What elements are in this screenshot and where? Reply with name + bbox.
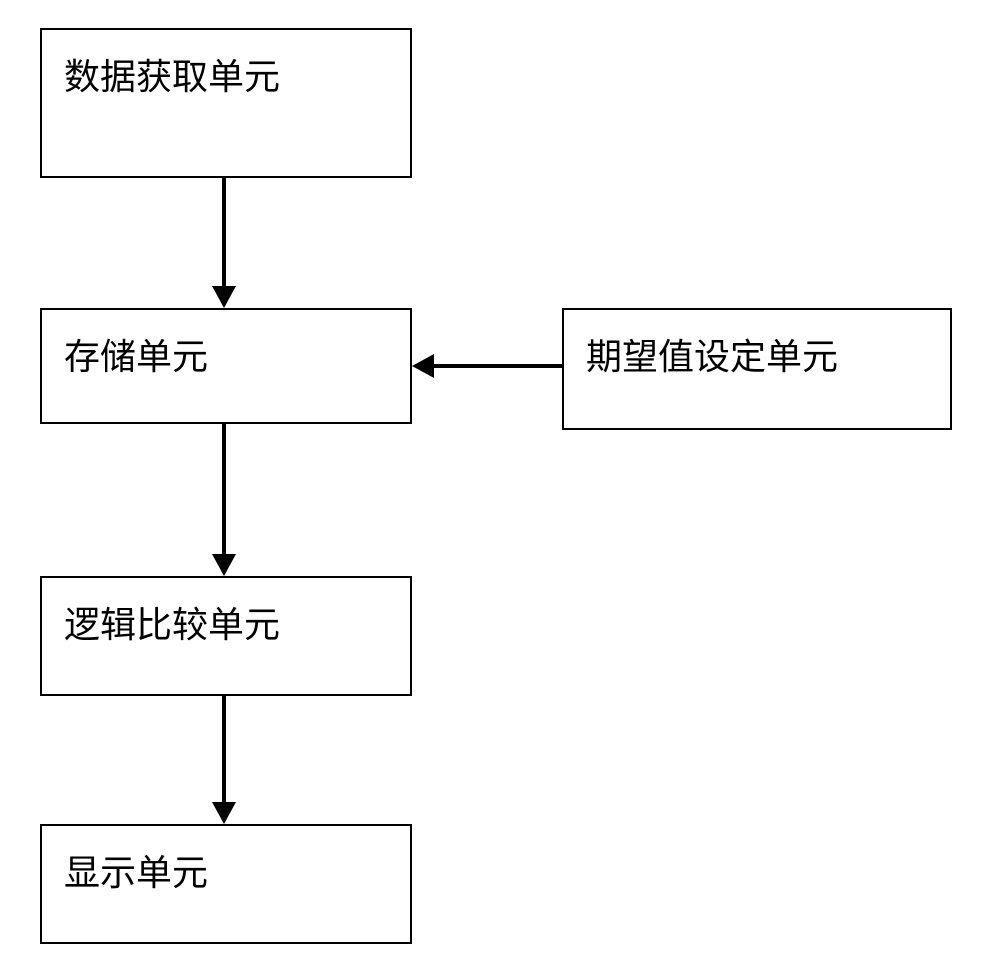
node-label: 显示单元 — [64, 844, 208, 896]
node-storage: 存储单元 — [40, 308, 412, 424]
node-display: 显示单元 — [40, 824, 412, 944]
node-label: 存储单元 — [64, 328, 208, 380]
node-logic-compare: 逻辑比较单元 — [40, 576, 412, 696]
node-expected-value: 期望值设定单元 — [562, 308, 952, 430]
node-label: 数据获取单元 — [64, 48, 280, 100]
flowchart-container: 数据获取单元 存储单元 期望值设定单元 逻辑比较单元 显示单元 — [0, 0, 1000, 974]
node-label: 逻辑比较单元 — [64, 596, 280, 648]
node-data-acquisition: 数据获取单元 — [40, 28, 412, 178]
node-label: 期望值设定单元 — [586, 328, 838, 380]
